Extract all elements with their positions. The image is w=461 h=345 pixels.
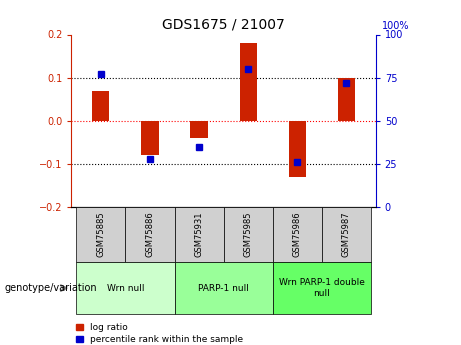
Bar (142, 121, 159, 155)
Text: Wrn PARP-1 double
null: Wrn PARP-1 double null (279, 278, 365, 298)
Title: GDS1675 / 21007: GDS1675 / 21007 (162, 18, 285, 32)
Text: GSM75931: GSM75931 (195, 212, 204, 257)
Bar (175, 207, 224, 262)
Text: GSM75986: GSM75986 (293, 212, 301, 257)
Text: 100%: 100% (382, 21, 409, 31)
Text: GSM75987: GSM75987 (342, 212, 351, 257)
Bar (338, 78, 355, 121)
Text: GSM75885: GSM75885 (96, 212, 106, 257)
Bar (175, 262, 272, 314)
Bar (289, 121, 306, 177)
Text: PARP-1 null: PARP-1 null (198, 284, 249, 293)
Bar (272, 207, 322, 262)
Text: genotype/variation: genotype/variation (5, 283, 97, 293)
Bar (77, 207, 125, 262)
Bar (272, 262, 371, 314)
Bar (240, 43, 257, 121)
Bar (125, 207, 175, 262)
Bar (190, 121, 207, 138)
Bar (224, 207, 272, 262)
Bar (92, 90, 110, 121)
Legend: log ratio, percentile rank within the sample: log ratio, percentile rank within the sa… (76, 323, 243, 344)
Text: GSM75886: GSM75886 (146, 212, 154, 257)
Text: Wrn null: Wrn null (106, 284, 144, 293)
Text: GSM75985: GSM75985 (243, 212, 253, 257)
Bar (77, 262, 175, 314)
Bar (322, 207, 371, 262)
